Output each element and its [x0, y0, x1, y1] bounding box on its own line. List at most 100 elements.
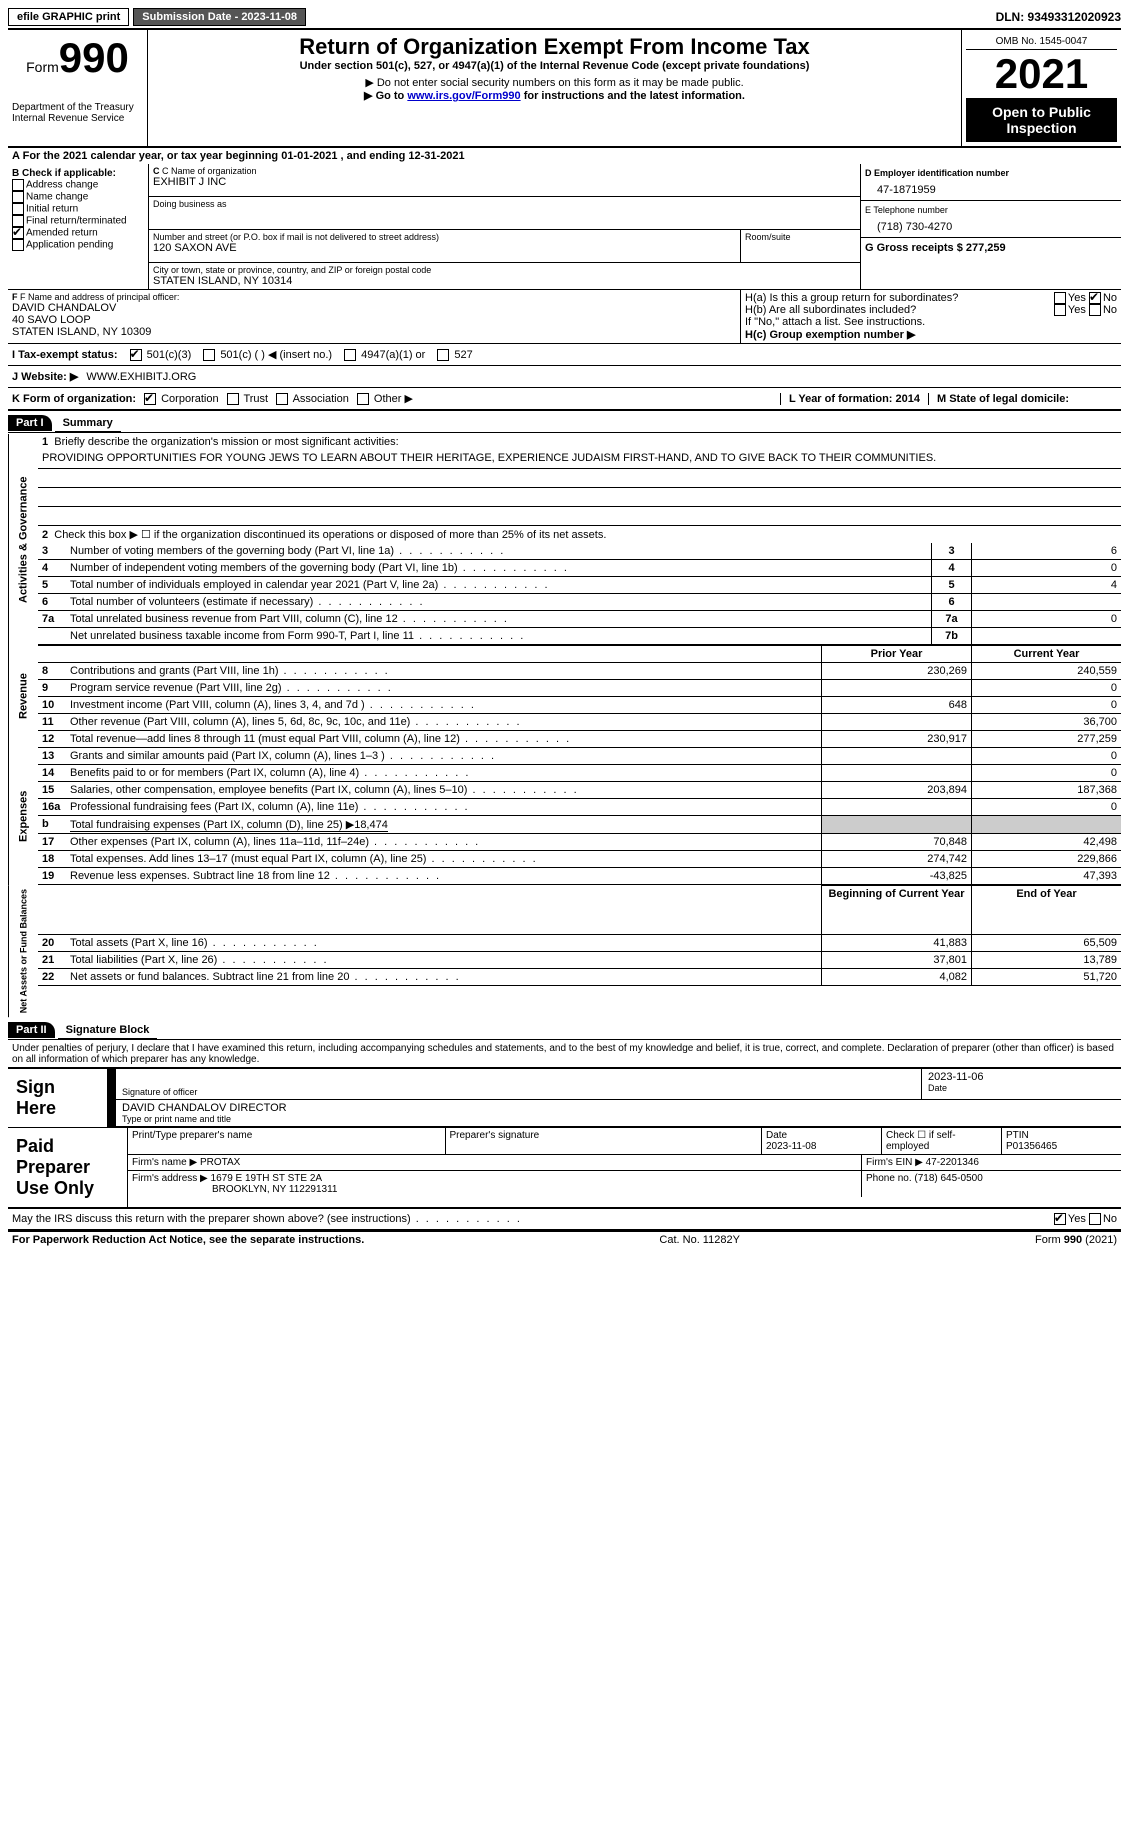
ha-no[interactable] [1089, 292, 1101, 304]
firm-name-label: Firm's name ▶ [132, 1157, 197, 1168]
paid-prep-label: Paid Preparer Use Only [8, 1128, 128, 1207]
row-k: K Form of organization: Corporation Trus… [8, 387, 1121, 411]
line-num: 19 [38, 868, 66, 885]
line-num: 16a [38, 799, 66, 816]
dln-label: DLN: 93493312020923 [996, 10, 1121, 24]
current-val: 36,700 [971, 714, 1121, 731]
street-value: 120 SAXON AVE [153, 242, 736, 254]
discuss-yes[interactable] [1054, 1213, 1066, 1225]
part2-title: Signature Block [58, 1022, 158, 1039]
line-text: Investment income (Part VIII, column (A)… [66, 697, 821, 714]
declaration: Under penalties of perjury, I declare th… [8, 1041, 1121, 1067]
cb-name-change[interactable]: Name change [12, 191, 144, 203]
line-num: 6 [38, 594, 66, 611]
ptin-val: P01356465 [1006, 1141, 1117, 1152]
line-num: 22 [38, 969, 66, 986]
cb-assoc[interactable]: Association [276, 393, 349, 405]
city-value: STATEN ISLAND, NY 10314 [153, 275, 856, 287]
ein-value: 47-1871959 [865, 178, 1117, 196]
hb-yes[interactable] [1054, 304, 1066, 316]
hc-row: H(c) Group exemption number ▶ [745, 328, 1117, 341]
efile-print-button[interactable]: efile GRAPHIC print [8, 8, 129, 26]
line-val: 0 [971, 611, 1121, 628]
hb-note: If "No," attach a list. See instructions… [745, 316, 1117, 328]
officer-addr1: 40 SAVO LOOP [12, 314, 736, 326]
line-text: Revenue less expenses. Subtract line 18 … [66, 868, 821, 885]
line-box: 4 [931, 560, 971, 577]
current-val: 187,368 [971, 782, 1121, 799]
line-num: 10 [38, 697, 66, 714]
current-val: 0 [971, 680, 1121, 697]
cb-final-return[interactable]: Final return/terminated [12, 215, 144, 227]
discuss-no[interactable] [1089, 1213, 1101, 1225]
line-num: 14 [38, 765, 66, 782]
cb-4947[interactable]: 4947(a)(1) or [344, 349, 425, 361]
gross-receipts: G Gross receipts $ 277,259 [861, 238, 1121, 258]
form-subtitle: Under section 501(c), 527, or 4947(a)(1)… [152, 60, 957, 72]
line-num: 4 [38, 560, 66, 577]
line-val [971, 594, 1121, 611]
submission-date-button[interactable]: Submission Date - 2023-11-08 [133, 8, 306, 26]
current-val: 0 [971, 799, 1121, 816]
line16b: Total fundraising expenses (Part IX, col… [70, 819, 388, 832]
goto-note: ▶ Go to www.irs.gov/Form990 for instruct… [152, 89, 957, 102]
prep-self-employed[interactable]: Check ☐ if self-employed [881, 1128, 1001, 1154]
section-a-tax-year: A For the 2021 calendar year, or tax yea… [8, 147, 1121, 164]
line1-label: Briefly describe the organization's miss… [54, 436, 398, 448]
line-num: 15 [38, 782, 66, 799]
line-box: 3 [931, 543, 971, 560]
line-num: 7a [38, 611, 66, 628]
prior-val: 203,894 [821, 782, 971, 799]
firm-name-val: PROTAX [200, 1157, 240, 1168]
line-num: 9 [38, 680, 66, 697]
cb-amended-return[interactable]: Amended return [12, 227, 144, 239]
col-b-label: B Check if applicable: [12, 168, 144, 179]
current-val: 0 [971, 697, 1121, 714]
ha-yes[interactable] [1054, 292, 1066, 304]
line-val: 4 [971, 577, 1121, 594]
prior-val: 70,848 [821, 834, 971, 851]
cb-address-change[interactable]: Address change [12, 179, 144, 191]
col-begin: Beginning of Current Year [821, 885, 971, 935]
line-num: 18 [38, 851, 66, 868]
cb-other[interactable]: Other ▶ [357, 392, 413, 405]
sign-here-block: Sign Here Signature of officer 2023-11-0… [8, 1067, 1121, 1127]
column-d: D Employer identification number 47-1871… [861, 164, 1121, 289]
cb-initial-return[interactable]: Initial return [12, 203, 144, 215]
sig-date-label: Date [928, 1083, 1115, 1093]
cb-501c3[interactable]: 501(c)(3) [130, 349, 192, 361]
line-text: Total number of individuals employed in … [66, 577, 931, 594]
mission-text: PROVIDING OPPORTUNITIES FOR YOUNG JEWS T… [38, 450, 1121, 469]
prior-val [821, 765, 971, 782]
line-num: 3 [38, 543, 66, 560]
line-num [38, 628, 66, 645]
cb-corp[interactable]: Corporation [144, 393, 219, 405]
mission-blank1 [38, 469, 1121, 488]
hb-no[interactable] [1089, 304, 1101, 316]
cb-app-pending[interactable]: Application pending [12, 239, 144, 251]
row-f-h: F F Name and address of principal office… [8, 289, 1121, 343]
line-text: Net assets or fund balances. Subtract li… [66, 969, 821, 986]
line-num: 21 [38, 952, 66, 969]
prior-val [821, 680, 971, 697]
current-val: 277,259 [971, 731, 1121, 748]
cat-no: Cat. No. 11282Y [659, 1234, 740, 1246]
current-val: 0 [971, 748, 1121, 765]
year-formation: L Year of formation: 2014 [780, 393, 920, 405]
open-inspection: Open to Public Inspection [966, 98, 1117, 142]
prior-val: -43,825 [821, 868, 971, 885]
website-label: J Website: ▶ [12, 370, 78, 383]
prep-sig-label: Preparer's signature [450, 1130, 758, 1141]
line-num: 5 [38, 577, 66, 594]
discuss-row: May the IRS discuss this return with the… [8, 1209, 1121, 1231]
vlabel-expenses: Expenses [8, 748, 38, 885]
cb-527[interactable]: 527 [437, 349, 472, 361]
irs-link[interactable]: www.irs.gov/Form990 [407, 90, 520, 102]
top-bar: efile GRAPHIC print Submission Date - 20… [8, 8, 1121, 26]
cb-trust[interactable]: Trust [227, 393, 269, 405]
prior-val: 648 [821, 697, 971, 714]
cb-501c-other[interactable]: 501(c) ( ) ◀ (insert no.) [203, 348, 332, 361]
prior-val: 37,801 [821, 952, 971, 969]
part1-header: Part I [8, 415, 52, 431]
sig-date-val: 2023-11-06 [928, 1071, 1115, 1083]
